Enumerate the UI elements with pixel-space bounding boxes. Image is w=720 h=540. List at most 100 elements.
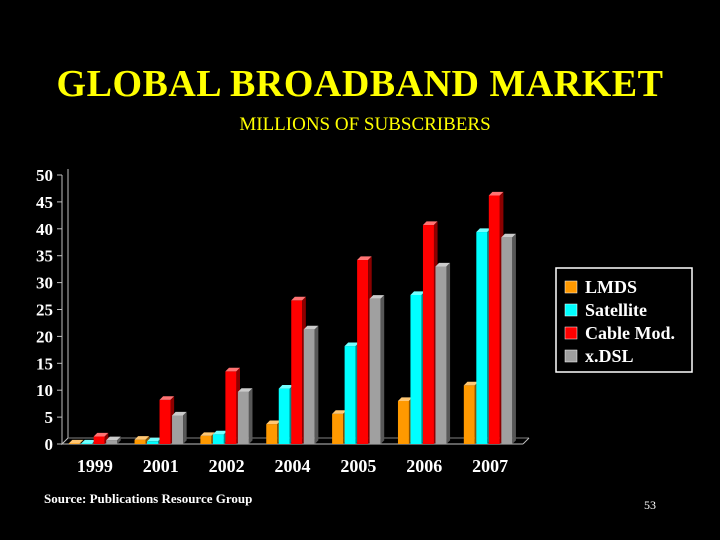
bar — [357, 256, 372, 444]
bar-top — [476, 228, 491, 233]
bar-side — [79, 439, 84, 444]
legend-swatch — [564, 303, 578, 317]
bar — [410, 291, 426, 444]
legend-swatch — [564, 349, 578, 363]
bar-top — [397, 397, 413, 401]
bar — [93, 432, 109, 444]
bar — [303, 325, 319, 444]
bar — [422, 221, 438, 444]
legend-box — [555, 267, 693, 373]
source-note: Source: Publications Resource Group — [44, 491, 253, 506]
y-tick-label: 5 — [45, 408, 54, 427]
bar — [159, 396, 175, 444]
bar — [397, 397, 413, 444]
bar-top — [332, 410, 347, 414]
bar-top — [172, 411, 187, 416]
bar-side — [446, 262, 451, 444]
bar-top — [147, 437, 162, 442]
x-tick-label: 2002 — [209, 456, 245, 476]
bar — [369, 295, 385, 444]
bar-front — [463, 385, 475, 444]
y-tick-label: 50 — [36, 166, 53, 185]
bar-side — [117, 436, 121, 444]
bar-front — [410, 294, 422, 444]
bar — [147, 437, 162, 444]
bar-front — [147, 441, 159, 444]
x-tick-label: 2001 — [143, 456, 179, 476]
y-tick-label: 25 — [36, 301, 53, 320]
bar-top — [237, 388, 253, 392]
page-number: 53 — [644, 498, 656, 512]
y-tick-label: 40 — [36, 220, 53, 239]
bar-top — [81, 439, 96, 444]
bar-front — [106, 440, 118, 444]
bar — [225, 367, 240, 444]
chart-ticks: 0 5 10 15 20 25 30 35 40 45 50 1999 2001 2002 2004 2005… — [36, 166, 508, 476]
bar-front — [81, 443, 93, 444]
bar-front — [291, 300, 303, 444]
bar-front — [212, 434, 224, 444]
bar-top — [225, 367, 240, 372]
x-tick-label: 2004 — [275, 456, 311, 476]
slide-subtitle: MILLIONS OF SUBSCRIBERS — [239, 114, 491, 135]
bar-front — [225, 371, 237, 444]
bar-front — [172, 415, 184, 444]
bar — [463, 381, 479, 444]
bar-top — [200, 432, 215, 436]
bar-top — [369, 295, 385, 299]
bar — [68, 439, 84, 444]
bar-top — [278, 384, 294, 389]
bar-front — [332, 413, 344, 444]
y-tick-label: 30 — [36, 274, 53, 293]
legend-swatch — [564, 280, 578, 294]
bar-top — [159, 396, 175, 400]
bar-front — [422, 225, 434, 444]
floor-right-edge — [522, 437, 530, 445]
bar — [435, 262, 451, 444]
bar — [81, 439, 96, 444]
bar-top — [106, 436, 121, 441]
bar-front — [357, 260, 369, 444]
bar-side — [380, 295, 385, 444]
bar-front — [266, 424, 278, 444]
bar — [266, 420, 281, 444]
bar-top — [68, 439, 84, 444]
bar-front — [278, 388, 290, 444]
y-axis-wall — [61, 169, 69, 446]
bar-top — [435, 262, 451, 267]
bar-front — [200, 435, 212, 444]
x-tick-label: 1999 — [77, 456, 113, 476]
x-tick-label: 2005 — [340, 456, 376, 476]
bar-front — [68, 443, 80, 444]
bar — [501, 233, 516, 444]
bar — [291, 296, 306, 444]
legend-label: x.DSL — [585, 346, 634, 366]
bar-front — [344, 346, 356, 444]
legend-swatch — [564, 326, 578, 340]
bar-top — [422, 221, 438, 226]
bar-front — [369, 298, 381, 444]
bar-side — [248, 388, 253, 444]
bar — [344, 342, 360, 444]
bar-top — [134, 436, 150, 440]
chart-bars — [68, 191, 516, 444]
bar-top — [501, 233, 516, 238]
bar — [106, 436, 121, 444]
legend-label: LMDS — [585, 277, 637, 297]
bar-front — [237, 391, 249, 444]
bar-front — [93, 436, 105, 444]
bar — [332, 410, 347, 444]
bar — [237, 388, 253, 444]
bar-front — [501, 237, 513, 444]
y-tick-label: 0 — [45, 435, 54, 454]
bar-front — [303, 329, 315, 444]
bar-front — [435, 266, 447, 444]
bar-top — [266, 420, 281, 425]
bar-top — [93, 432, 109, 437]
bar — [134, 436, 150, 444]
y-tick-label: 20 — [36, 327, 53, 346]
legend-label: Satellite — [585, 300, 647, 320]
bar — [488, 191, 504, 444]
legend-label: Cable Mod. — [585, 323, 675, 343]
